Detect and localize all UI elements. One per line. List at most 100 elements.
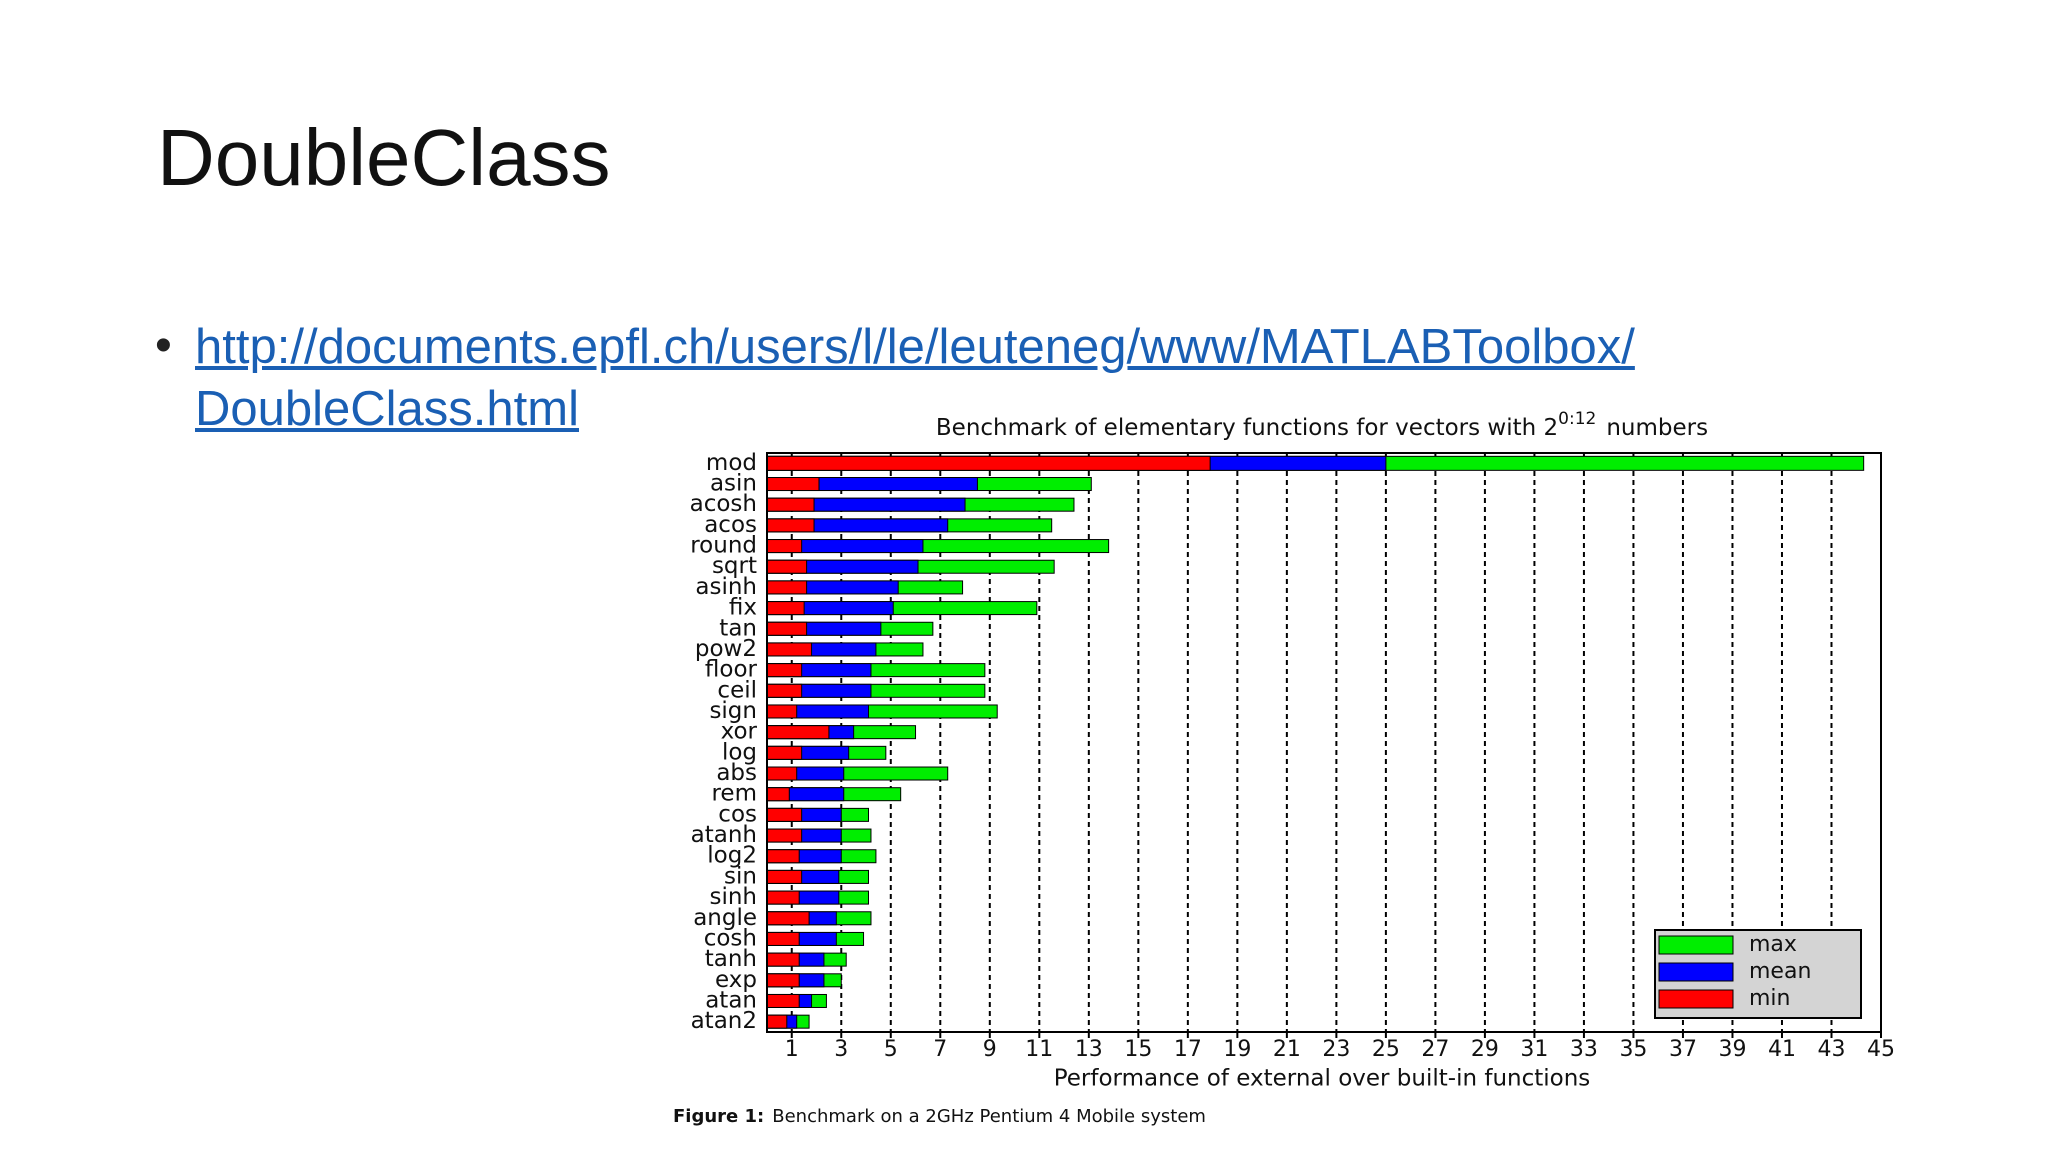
y-tick-label: sign xyxy=(709,698,757,724)
y-tick-label: fix xyxy=(729,595,757,621)
link-line[interactable]: DoubleClass.html xyxy=(195,382,579,436)
bar xyxy=(766,580,808,595)
bar xyxy=(766,869,803,884)
link-block: http://documents.epfl.ch/users/l/le/leut… xyxy=(195,316,1635,440)
y-tick-label: asinh xyxy=(695,574,757,600)
x-tick-label: 31 xyxy=(1520,1037,1548,1062)
x-tick-label: 25 xyxy=(1372,1037,1400,1062)
bar xyxy=(766,911,810,926)
y-tick-label: asin xyxy=(710,471,757,497)
y-tick-label: sqrt xyxy=(712,553,757,579)
bar xyxy=(766,973,800,988)
x-tick-label: 11 xyxy=(1025,1037,1053,1062)
x-tick-label: 27 xyxy=(1421,1037,1449,1062)
x-tick-label: 5 xyxy=(884,1037,898,1062)
x-tick-label: 33 xyxy=(1570,1037,1598,1062)
bar xyxy=(766,455,1211,471)
x-tick-label: 29 xyxy=(1471,1037,1499,1062)
bar xyxy=(766,993,800,1008)
x-tick-label: 45 xyxy=(1867,1037,1895,1062)
legend-label: max xyxy=(1749,932,1797,957)
chart-title-superscript: 0:12 xyxy=(1558,409,1596,429)
y-tick-label: rem xyxy=(711,781,757,807)
bar xyxy=(766,539,803,554)
x-tick-label: 19 xyxy=(1223,1037,1251,1062)
y-tick-label: tanh xyxy=(705,946,757,972)
y-tick-label: cosh xyxy=(704,925,757,951)
y-tick-label: sinh xyxy=(709,884,757,910)
x-tick-label: 37 xyxy=(1669,1037,1697,1062)
x-tick-label: 43 xyxy=(1817,1037,1845,1062)
y-tick-label: tan xyxy=(719,615,757,641)
y-tick-label: atanh xyxy=(691,822,757,848)
bar xyxy=(766,621,808,636)
bar xyxy=(766,766,798,781)
y-tick-label: abs xyxy=(716,760,757,786)
y-tick-label: sin xyxy=(724,863,757,889)
y-tick-label: angle xyxy=(693,905,757,931)
chart-title-part: numbers xyxy=(1606,415,1708,441)
y-tick-label: pow2 xyxy=(695,636,757,662)
bar xyxy=(766,518,815,533)
y-tick-label: log xyxy=(722,739,757,765)
legend-swatch xyxy=(1658,962,1734,982)
y-tick-label: atan xyxy=(705,987,757,1013)
x-tick-label: 17 xyxy=(1174,1037,1202,1062)
x-tick-label: 7 xyxy=(933,1037,947,1062)
bar xyxy=(766,704,798,719)
bar xyxy=(766,890,800,905)
y-tick-label: ceil xyxy=(717,677,757,703)
y-tick-label: acos xyxy=(704,512,757,538)
legend-swatch xyxy=(1658,935,1734,955)
caption: Figure 1: Benchmark on a 2GHz Pentium 4 M… xyxy=(673,1106,1206,1127)
x-tick-label: 23 xyxy=(1322,1037,1350,1062)
legend-label: mean xyxy=(1749,959,1811,984)
bar xyxy=(766,1014,788,1029)
plot-frame xyxy=(766,452,1882,1033)
bar xyxy=(766,601,805,616)
chart-title-part: Benchmark of elementary functions for ve… xyxy=(936,415,1558,441)
y-tick-label: mod xyxy=(706,450,757,476)
legend-label: min xyxy=(1749,986,1791,1011)
link-line[interactable]: http://documents.epfl.ch/users/l/le/leut… xyxy=(195,320,1635,374)
y-tick-label: exp xyxy=(715,967,757,993)
bar xyxy=(766,952,800,967)
y-tick-label: atan2 xyxy=(691,1008,757,1034)
caption-text: Benchmark on a 2GHz Pentium 4 Mobile sys… xyxy=(772,1106,1206,1127)
y-tick-label: cos xyxy=(718,801,757,827)
bar xyxy=(766,642,813,657)
y-tick-label: acosh xyxy=(690,491,757,517)
bar xyxy=(766,849,800,864)
bar xyxy=(766,663,803,678)
bar xyxy=(766,828,803,843)
y-tick-label: floor xyxy=(705,657,758,683)
bullet: • xyxy=(155,319,172,372)
bar xyxy=(766,683,803,698)
x-tick-label: 9 xyxy=(983,1037,997,1062)
y-tick-label: round xyxy=(690,533,757,559)
chart-title: Benchmark of elementary functions for ve… xyxy=(936,409,1708,441)
x-tick-label: 13 xyxy=(1075,1037,1103,1062)
bar xyxy=(766,559,808,574)
bar xyxy=(766,807,803,822)
bar xyxy=(766,497,815,512)
x-tick-label: 1 xyxy=(785,1037,799,1062)
slide-title: DoubleClass xyxy=(157,113,611,202)
y-tick-label: log2 xyxy=(707,843,757,869)
caption-label: Figure 1: xyxy=(673,1106,764,1127)
x-tick-label: 35 xyxy=(1619,1037,1647,1062)
bar xyxy=(766,787,790,802)
x-tick-label: 41 xyxy=(1768,1037,1796,1062)
legend-swatch xyxy=(1658,989,1734,1009)
x-tick-label: 39 xyxy=(1718,1037,1746,1062)
y-tick-label: xor xyxy=(721,719,758,745)
bar xyxy=(766,745,803,760)
bar xyxy=(766,931,800,946)
x-tick-label: 15 xyxy=(1124,1037,1152,1062)
bar xyxy=(766,725,830,740)
bar xyxy=(766,477,820,492)
x-axis-label: Performance of external over built-in fu… xyxy=(1054,1066,1591,1092)
x-tick-label: 21 xyxy=(1273,1037,1301,1062)
